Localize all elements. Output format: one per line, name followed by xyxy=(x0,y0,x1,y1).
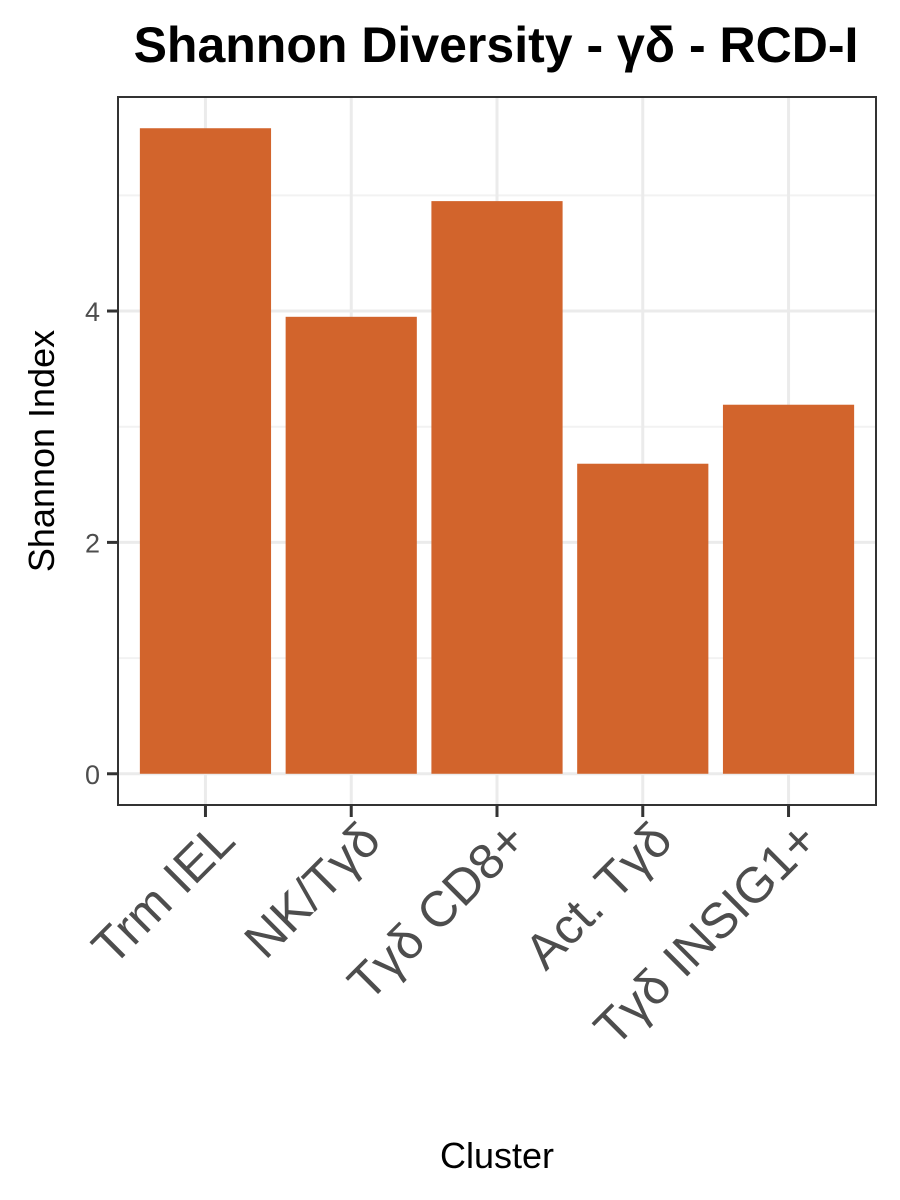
y-axis: 0 2 4 xyxy=(85,297,118,790)
bar xyxy=(139,128,272,774)
y-axis-title: Shannon Index xyxy=(21,330,62,572)
chart-title: Shannon Diversity - γδ - RCD-I xyxy=(134,17,859,73)
y-tick-label: 4 xyxy=(85,297,100,327)
bar xyxy=(577,463,709,774)
bars xyxy=(139,128,855,774)
y-tick-label: 0 xyxy=(85,760,100,790)
x-axis-title: Cluster xyxy=(440,1135,554,1176)
y-tick-label: 2 xyxy=(85,528,100,558)
bar xyxy=(431,201,563,774)
bar xyxy=(285,316,417,774)
x-tick-label: Trm IEL xyxy=(81,811,245,975)
bar xyxy=(722,404,855,774)
